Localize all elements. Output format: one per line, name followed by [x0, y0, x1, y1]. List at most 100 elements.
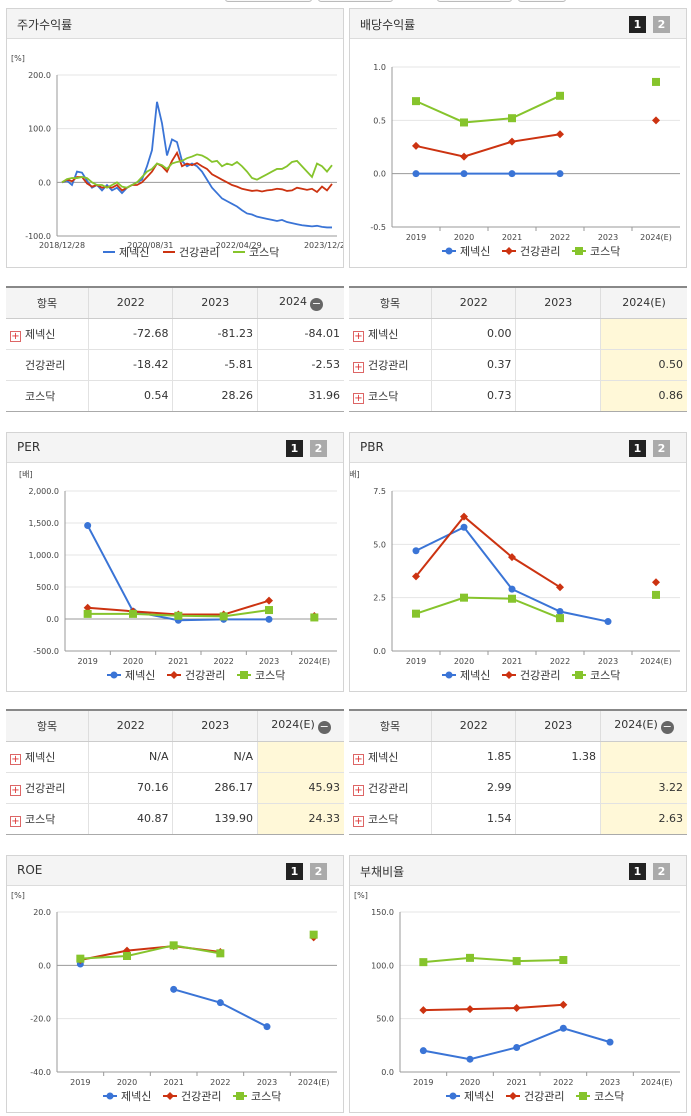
expand-icon[interactable]: +: [10, 330, 21, 342]
row-label-cell: + 제넥신: [6, 318, 89, 350]
data-point: [265, 596, 273, 605]
toolbar-button[interactable]: [225, 0, 312, 2]
debt-ratio-chart: [%]150.0 100.0 50.0 0.0 2019 2020 2021 2022 2023…: [354, 891, 680, 1103]
legend-item: 제넥신: [103, 246, 149, 259]
row-label: 건강관리: [368, 358, 409, 372]
legend-item: 코스닥: [237, 669, 285, 682]
data-point: [460, 170, 468, 178]
table-cell: 31.96: [256, 380, 344, 411]
toggle-2-button[interactable]: 2: [310, 440, 327, 457]
header-label: 2022: [116, 296, 145, 310]
legend-item: 코스닥: [572, 245, 620, 258]
pbr-chart: [배] 7.5 5.0 2.5 0.0 2019 2020 2021 2022 2023 2024(…: [346, 470, 680, 682]
header-label: 2022: [459, 296, 488, 310]
toolbar-button[interactable]: [518, 0, 566, 2]
expand-icon[interactable]: +: [353, 784, 364, 796]
toggle-1-button[interactable]: 1: [629, 440, 646, 457]
debt-ratio-panel: 부채비율 1 2 [%] 150.0 100.0 50.0 0.0 2019 2020 202…: [349, 855, 687, 1113]
table-cell: 0.50: [599, 349, 687, 381]
toggle-2-button[interactable]: 2: [653, 863, 670, 880]
legend-label: 제넥신: [460, 669, 490, 682]
collapse-icon[interactable]: −: [660, 719, 674, 734]
data-table: 항목 2022 2023 2024− + 제넥신 -72.68 -81.23 -84.01 건강관…: [6, 288, 344, 411]
expand-icon[interactable]: +: [353, 330, 364, 342]
toolbar-button[interactable]: [318, 0, 393, 2]
row-label-cell: 건강관리: [6, 349, 89, 381]
y-tick-label: 0.0: [381, 1068, 394, 1077]
toggle-1-button[interactable]: 1: [286, 863, 303, 880]
panel-title: 주가수익률: [17, 18, 73, 32]
table-cell: [515, 318, 601, 350]
y-tick-label: 1.0: [373, 63, 386, 72]
data-point: [412, 97, 420, 106]
toolbar-button[interactable]: [437, 0, 512, 2]
table-cell: 45.93: [256, 772, 344, 804]
expand-icon[interactable]: +: [353, 815, 364, 827]
toggle-1-button[interactable]: 1: [286, 440, 303, 457]
legend-label: 제넥신: [464, 1090, 494, 1103]
x-tick-label: 2021: [168, 657, 188, 666]
roe-panel: ROE 1 2 [%] 20.0 0.0 -20.0 -40.0 2019 2020 2021…: [6, 855, 344, 1113]
y-tick-label: 2,000.0: [28, 487, 59, 496]
series-line: [423, 956, 564, 964]
data-point: [166, 1092, 174, 1100]
table-row: 건강관리 -18.42 -5.81 -2.53: [6, 349, 344, 381]
row-label-cell: + 건강관리: [349, 772, 432, 804]
toggle-2-button[interactable]: 2: [653, 440, 670, 457]
per-chart: [배] 2,000.0 1,500.0 1,000.0 500.0 0.0 -500.0 20…: [19, 470, 337, 682]
dividend-panel: 배당수익률 1 2 1.0 0.5 0.0 -0.5 2019 2020 2021 2022 2…: [349, 8, 687, 268]
toggle-1-button[interactable]: 1: [629, 16, 646, 33]
data-point: [240, 671, 248, 679]
legend-label: 건강관리: [185, 669, 225, 682]
expand-icon[interactable]: +: [353, 753, 364, 765]
table-cell: [256, 741, 344, 773]
legend-label: 코스닥: [249, 246, 279, 259]
expand-icon[interactable]: +: [10, 784, 21, 796]
data-point: [449, 1092, 457, 1100]
expand-icon[interactable]: +: [353, 392, 364, 404]
series-line: [61, 101, 332, 229]
data-point: [419, 958, 428, 967]
header-label: 2024: [278, 294, 307, 308]
expand-icon[interactable]: +: [353, 361, 364, 373]
table-header-cell: 2022: [430, 288, 516, 319]
collapse-icon[interactable]: −: [317, 719, 331, 734]
header-label: 2023: [544, 296, 573, 310]
x-tick-label: 2023: [598, 657, 618, 666]
row-label: 건강관리: [25, 358, 66, 372]
x-tick-label: 2019: [70, 1078, 90, 1087]
series-line: [423, 1003, 564, 1012]
table-cell: 0.37: [430, 349, 516, 381]
y-tick-label: 1,500.0: [28, 519, 59, 528]
table-cell: 2.99: [430, 772, 516, 804]
legend-item: 제넥신: [442, 245, 490, 258]
row-label: 코스닥: [368, 389, 399, 403]
series-line: [415, 94, 561, 124]
legend-label: 코스닥: [251, 1090, 281, 1103]
table-row: + 코스닥 0.73 0.86: [349, 380, 687, 411]
expand-icon[interactable]: +: [10, 753, 21, 765]
table-cell: -5.81: [172, 349, 258, 381]
series-line: [423, 1027, 611, 1061]
legend-label: 건강관리: [520, 245, 560, 258]
data-point: [604, 618, 612, 626]
x-tick-label: 2020: [460, 1078, 480, 1087]
data-point: [509, 1092, 517, 1100]
table-cell: [515, 772, 601, 804]
toggle-1-button[interactable]: 1: [629, 863, 646, 880]
legend-item: 코스닥: [233, 1090, 281, 1103]
data-point: [412, 572, 420, 581]
collapse-icon[interactable]: −: [309, 296, 323, 311]
data-point: [556, 130, 564, 139]
header-label: 2023: [544, 719, 573, 733]
axis-unit-label: [배]: [350, 470, 360, 479]
y-tick-label: -20.0: [30, 1015, 51, 1024]
data-point: [466, 953, 474, 962]
expand-icon[interactable]: +: [10, 815, 21, 827]
series-line: [80, 944, 221, 960]
toggle-2-button[interactable]: 2: [310, 863, 327, 880]
table-header-row: 항목 2022 2023 2024(E): [349, 288, 687, 319]
y-tick-label: 50.0: [376, 1015, 394, 1024]
data-point: [236, 1092, 244, 1100]
toggle-2-button[interactable]: 2: [653, 16, 670, 33]
